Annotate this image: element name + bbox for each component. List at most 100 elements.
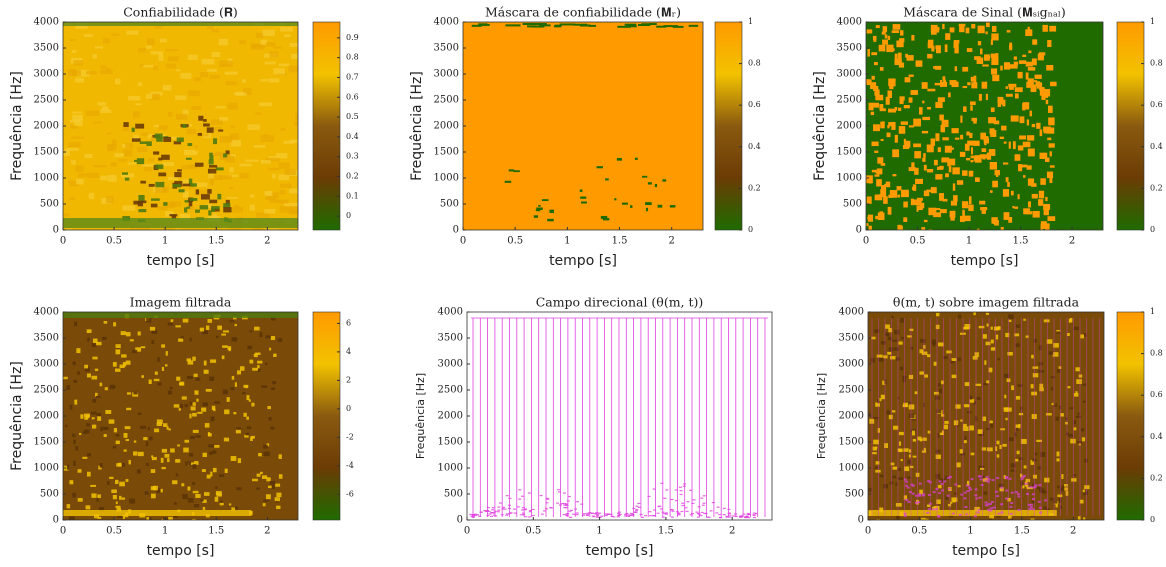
x-axis-label: tempo [s] <box>147 543 215 559</box>
colorbar-tick-label: 0.6 <box>748 100 761 109</box>
y-tick-label: 1500 <box>438 437 463 448</box>
x-tick-label: 1 <box>596 526 602 537</box>
colorbar-tick-label: 1 <box>1150 17 1155 26</box>
y-tick-label: 1000 <box>837 173 862 184</box>
colorbar-tick-label: 0 <box>748 225 753 234</box>
colorbar-tick-label: 0.5 <box>346 112 359 121</box>
colorbar-tick-label: 0.6 <box>1150 390 1163 399</box>
x-axis-label: tempo [s] <box>549 253 617 269</box>
x-tick-label: 0 <box>460 236 466 247</box>
colorbar-tick-label: 0.6 <box>346 92 359 101</box>
y-axis-label: Frequência [Hz] <box>409 71 425 181</box>
x-tick-label: 2 <box>1070 526 1076 537</box>
subplot: 0 0.5 1 1.5 2 0 500 1000 1500 2000 2500 3000 3500 400… <box>9 295 354 560</box>
colorbar-tick-label: 0 <box>346 211 351 220</box>
y-tick-label: 2000 <box>34 121 59 132</box>
colorbar-tick-label: -4 <box>346 461 354 470</box>
y-tick-label: 3000 <box>434 69 459 80</box>
x-axis-label: tempo [s] <box>586 543 654 559</box>
y-tick-label: 0 <box>453 225 459 236</box>
y-tick-label: 4000 <box>839 307 864 318</box>
colorbar-tick-label: 0.4 <box>1150 142 1163 151</box>
x-tick-label: 1.5 <box>208 236 224 247</box>
y-tick-label: 3500 <box>434 43 459 54</box>
y-tick-label: 2500 <box>438 385 463 396</box>
colorbar-tick-label: 6 <box>346 318 351 327</box>
colorbar-tick-label: 0.4 <box>346 132 359 141</box>
plot-title: Máscara de confiabilidade (𝐌ᵣ) <box>485 5 681 20</box>
y-tick-label: 1000 <box>839 463 864 474</box>
y-tick-label: 1000 <box>34 463 59 474</box>
y-tick-label: 2000 <box>438 411 463 422</box>
y-tick-label: 1000 <box>438 463 463 474</box>
subplot: 0 0.5 1 1.5 2 0 500 1000 1500 2000 2500 3000 3500 400… <box>9 5 359 270</box>
plot-image <box>63 22 298 230</box>
x-tick-label: 0 <box>60 526 66 537</box>
y-tick-label: 3500 <box>34 333 59 344</box>
y-tick-label: 2000 <box>837 121 862 132</box>
y-tick-label: 3000 <box>34 359 59 370</box>
x-axis-label: tempo [s] <box>952 543 1020 559</box>
y-tick-label: 2500 <box>837 95 862 106</box>
colorbar-tick-label: -2 <box>346 432 354 441</box>
subplot: 0 0.5 1 1.5 2 0 500 1000 1500 2000 2500 3000 3500 400… <box>409 5 761 270</box>
x-tick-label: 2 <box>264 526 270 537</box>
x-tick-label: 0 <box>865 526 871 537</box>
y-tick-label: 0 <box>856 225 862 236</box>
x-tick-label: 0.5 <box>106 526 122 537</box>
x-tick-label: 2 <box>729 526 735 537</box>
y-axis-label: Frequência [Hz] <box>414 373 427 459</box>
colorbar-tick-label: 0 <box>1150 225 1155 234</box>
x-tick-label: 2 <box>669 236 675 247</box>
y-tick-label: 500 <box>845 489 864 500</box>
colorbar <box>312 311 341 521</box>
y-tick-label: 2000 <box>34 411 59 422</box>
colorbar-tick-label: 0.4 <box>748 142 761 151</box>
y-tick-label: 0 <box>457 515 463 526</box>
x-tick-label: 1.5 <box>612 236 628 247</box>
colorbar-tick-label: 0.8 <box>748 59 761 68</box>
colorbar-tick-label: 0.6 <box>1150 100 1163 109</box>
x-tick-label: 2 <box>1069 236 1075 247</box>
plot-title: Confiabilidade (𝐑) <box>123 5 238 20</box>
y-tick-label: 0 <box>53 225 59 236</box>
x-tick-label: 1 <box>162 526 168 537</box>
subplot: 0 0.5 1 1.5 2 0 500 1000 1500 2000 2500 3000 3500 400… <box>815 295 1163 560</box>
colorbar-tick-label: 0.9 <box>346 33 359 42</box>
y-tick-label: 1000 <box>434 173 459 184</box>
y-tick-label: 1500 <box>839 437 864 448</box>
y-tick-label: 3000 <box>839 359 864 370</box>
colorbar-tick-label: 0.2 <box>1150 473 1163 482</box>
x-tick-label: 1.5 <box>658 526 674 537</box>
y-tick-label: 1500 <box>34 147 59 158</box>
colorbar-tick-label: 0.8 <box>1150 59 1163 68</box>
colorbar-tick-label: 0.7 <box>346 72 359 81</box>
plot-title: θ(m, t) sobre imagem filtrada <box>893 295 1080 310</box>
plot-image <box>467 312 772 520</box>
y-tick-label: 500 <box>444 489 463 500</box>
colorbar-tick-label: 0 <box>346 404 351 413</box>
x-tick-label: 0.5 <box>910 236 926 247</box>
y-tick-label: 1500 <box>837 147 862 158</box>
y-tick-label: 2000 <box>839 411 864 422</box>
y-axis-label: Frequência [Hz] <box>812 71 828 181</box>
plot-title: Máscara de Sinal (𝐌ₛᵢgₙₐₗ) <box>903 5 1066 20</box>
y-tick-label: 2500 <box>34 95 59 106</box>
y-tick-label: 3500 <box>438 333 463 344</box>
colorbar-tick-label: 0.2 <box>1150 183 1163 192</box>
x-tick-label: 1.5 <box>1014 526 1030 537</box>
colorbar-tick-label: 1 <box>748 17 753 26</box>
y-axis-label: Frequência [Hz] <box>9 71 25 181</box>
x-tick-label: 1.5 <box>208 526 224 537</box>
x-tick-label: 1 <box>966 236 972 247</box>
y-tick-label: 4000 <box>438 307 463 318</box>
plot-image <box>63 312 298 520</box>
colorbar-tick-label: 0.2 <box>748 183 761 192</box>
y-axis-label: Frequência [Hz] <box>815 373 828 459</box>
y-tick-label: 1000 <box>34 173 59 184</box>
y-tick-label: 500 <box>40 199 59 210</box>
colorbar-tick-label: 0.8 <box>346 53 359 62</box>
colorbar-tick-label: 0.1 <box>346 191 359 200</box>
colorbar <box>714 21 743 231</box>
